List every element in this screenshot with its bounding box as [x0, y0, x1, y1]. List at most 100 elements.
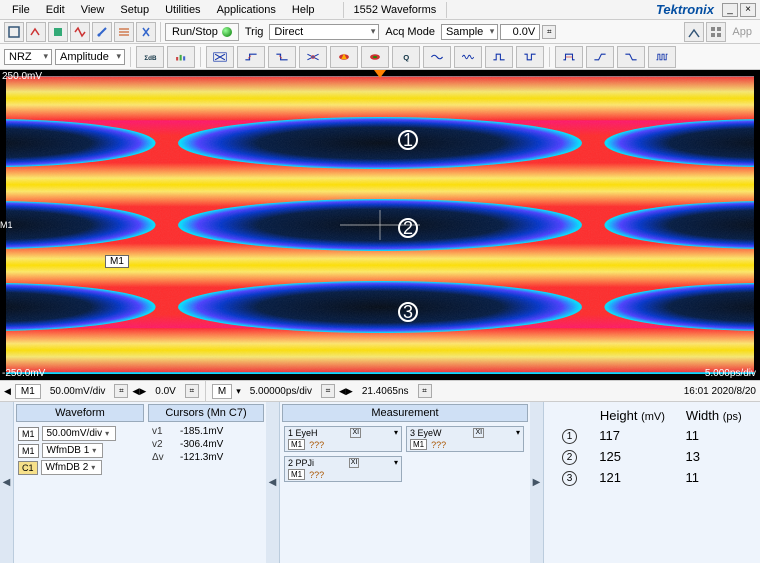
results-col-height: Height (mV) [589, 406, 675, 425]
meas-icon-freq[interactable] [454, 46, 482, 68]
waveform-badge: C1 [18, 461, 38, 475]
keypad-icon[interactable]: ⌗ [542, 25, 556, 39]
eye-index-3: 3 [398, 302, 418, 322]
acq-mode-select[interactable]: Sample [441, 24, 498, 40]
tool-icon-7[interactable] [136, 22, 156, 42]
measurement-cell[interactable]: 1 EyeHXI▾ M1??? [284, 426, 402, 452]
divider [205, 381, 206, 401]
measurement-header: Measurement [282, 404, 528, 422]
results-row: 212513 [552, 446, 752, 467]
meas-config-icon[interactable]: XI [473, 428, 484, 438]
meas-icon-pulse-pos[interactable] [485, 46, 513, 68]
app-button[interactable]: App [728, 26, 756, 38]
meas-icon-eye-cross[interactable] [299, 46, 327, 68]
meas-config-icon[interactable]: XI [350, 428, 361, 438]
heatmap-canvas [6, 76, 754, 374]
waveform-select[interactable]: WfmDB 1▾ [42, 443, 104, 458]
meas-value: ??? [431, 440, 446, 450]
svg-text:ΣdB: ΣdB [144, 54, 157, 61]
waveform-panel: Waveform M1 50.00mV/div▾ M1 WfmDB 1▾ C1 Wf… [14, 402, 146, 563]
results-row: 111711 [552, 425, 752, 446]
tool-icon-6[interactable] [114, 22, 134, 42]
keypad-icon[interactable]: ⌗ [114, 384, 128, 398]
results-col-width: Width (ps) [676, 406, 752, 425]
menu-utilities[interactable]: Utilities [157, 2, 208, 18]
meas-config-icon[interactable]: XI [349, 458, 360, 468]
results-table: Height (mV) Width (ps) 11171121251331211… [552, 406, 752, 488]
document-title: 1552 Waveforms [343, 2, 448, 18]
panel-nav-right[interactable]: ▶ [530, 402, 544, 563]
menu-edit[interactable]: Edit [38, 2, 73, 18]
trig-mode-select[interactable]: Direct [269, 24, 379, 40]
tool-icon-zoom[interactable] [684, 22, 704, 42]
keypad-icon[interactable]: ⌗ [185, 384, 199, 398]
status-offset: 0.0V [150, 385, 181, 398]
encoding-select[interactable]: NRZ [4, 49, 52, 65]
waveform-header: Waveform [16, 404, 144, 422]
status-m-btn[interactable]: M [212, 384, 232, 399]
divider [549, 47, 550, 67]
keypad-icon[interactable]: ⌗ [418, 384, 432, 398]
waveform-row[interactable]: M1 WfmDB 1▾ [18, 443, 142, 458]
waveform-row[interactable]: C1 WfmDB 2▾ [18, 460, 142, 475]
panel-nav-measurement[interactable]: ◀ [266, 402, 280, 563]
meas-icon-eyex[interactable] [206, 46, 234, 68]
marker-flag[interactable]: M1 [105, 255, 129, 268]
menu-file[interactable]: File [4, 2, 38, 18]
status-pos: 21.4065ns [357, 385, 414, 398]
cursor-label: v2 [152, 439, 176, 450]
meas-icon-mask[interactable] [361, 46, 389, 68]
measurement-cell[interactable]: 2 PPJiXI▾ M1??? [284, 456, 402, 482]
panel-collapse-left[interactable]: ◀ [0, 402, 14, 563]
meas-icon-q[interactable]: Q [392, 46, 420, 68]
secondary-toolbar: NRZ Amplitude ΣdB Q [0, 44, 760, 70]
menu-help[interactable]: Help [284, 2, 323, 18]
meas-icon-duty[interactable] [555, 46, 583, 68]
menu-applications[interactable]: Applications [209, 2, 284, 18]
minimize-button[interactable]: _ [722, 3, 738, 17]
cursor-label: Δv [152, 452, 176, 463]
meas-icon-edge1[interactable] [586, 46, 614, 68]
tool-icon-1[interactable] [4, 22, 24, 42]
waveform-select[interactable]: 50.00mV/div▾ [42, 426, 117, 441]
waveform-row[interactable]: M1 50.00mV/div▾ [18, 426, 142, 441]
menu-setup[interactable]: Setup [112, 2, 157, 18]
cursor-value: -306.4mV [180, 439, 250, 450]
keypad-icon[interactable]: ⌗ [321, 384, 335, 398]
meas-icon-bits[interactable] [648, 46, 676, 68]
meas-icon-pulse-neg[interactable] [516, 46, 544, 68]
tool-icon-3[interactable] [48, 22, 68, 42]
tool-icon-5[interactable] [92, 22, 112, 42]
meas-icon-fall[interactable] [268, 46, 296, 68]
marker-tag-left: M1 [0, 220, 13, 230]
divider [160, 22, 161, 42]
meas-icon-edge2[interactable] [617, 46, 645, 68]
cursors-panel: Cursors (Mn C7) v1-185.1mVv2-306.4mVΔv-1… [146, 402, 266, 563]
measurement-cell[interactable]: 3 EyeWXI▾ M1??? [406, 426, 524, 452]
eye-diagram-plot[interactable]: 250.0mV -250.0mV 5.000ps/div M1 M1 1 2 3 [0, 70, 760, 380]
scale-mode-select[interactable]: Amplitude [55, 49, 125, 65]
menu-view[interactable]: View [73, 2, 113, 18]
results-panel: Height (mV) Width (ps) 11171121251331211… [544, 402, 760, 563]
acq-label: Acq Mode [381, 26, 439, 38]
meas-source-badge: M1 [410, 439, 427, 450]
runstop-button[interactable]: Run/Stop [165, 23, 239, 41]
status-timestamp: 16:01 2020/8/20 [684, 386, 756, 397]
trigger-level-field[interactable]: 0.0V [500, 24, 540, 40]
tool-icon-4[interactable] [70, 22, 90, 42]
tool-icon-grid[interactable] [706, 22, 726, 42]
svg-text:Q: Q [403, 52, 409, 61]
eye-index-2: 2 [398, 218, 418, 238]
meas-icon-stats[interactable] [167, 46, 195, 68]
divider [200, 47, 201, 67]
meas-icon-mask-warn[interactable] [330, 46, 358, 68]
tool-icon-2[interactable] [26, 22, 46, 42]
status-m1[interactable]: M1 [15, 384, 41, 399]
y-axis-bottom-label: -250.0mV [2, 368, 45, 379]
meas-source-badge: M1 [288, 439, 305, 450]
meas-icon-period[interactable] [423, 46, 451, 68]
waveform-select[interactable]: WfmDB 2▾ [41, 460, 103, 475]
meas-icon-rise[interactable] [237, 46, 265, 68]
close-button[interactable]: × [740, 3, 756, 17]
meas-icon-db[interactable]: ΣdB [136, 46, 164, 68]
